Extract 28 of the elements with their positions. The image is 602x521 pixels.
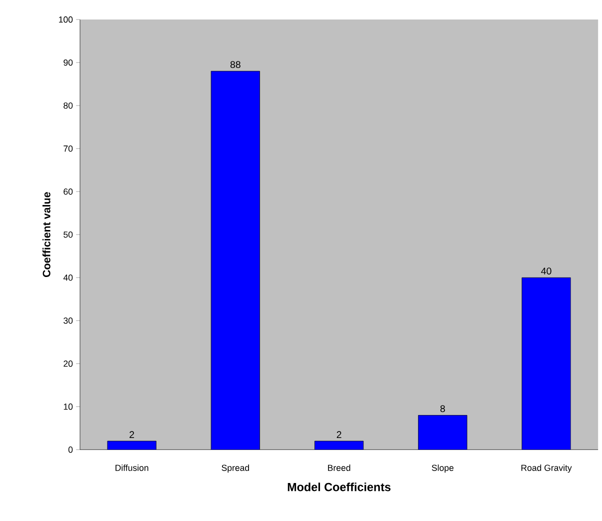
y-tick-label: 10 (64, 404, 73, 410)
x-tick-label: Slope (432, 464, 454, 473)
data-label: 88 (230, 61, 240, 68)
y-tick-label: 70 (64, 145, 73, 152)
y-tick-label: 60 (64, 188, 73, 195)
y-axis-title: Coefficient value (42, 192, 50, 278)
y-tick-label: 0 (68, 446, 73, 453)
x-tick-label: Breed (328, 464, 350, 471)
y-tick-label: 100 (59, 16, 73, 23)
data-label: 8 (440, 405, 445, 412)
bar (522, 277, 571, 450)
x-tick-label: Road Gravity (521, 464, 572, 473)
data-label: 40 (541, 268, 552, 274)
y-tick-label: 20 (64, 360, 73, 367)
bar (211, 71, 260, 450)
x-tick-label: Spread (222, 464, 249, 473)
data-label: 2 (130, 431, 134, 438)
y-tick-label: 50 (64, 231, 73, 238)
y-tick-label: 40 (63, 274, 73, 281)
y-tick-label: 30 (64, 318, 73, 324)
x-tick-label: Diffusion (116, 464, 148, 471)
data-label: 2 (336, 431, 342, 438)
bar (107, 441, 156, 450)
x-axis-title: Model Coefficients (288, 482, 390, 492)
y-tick-label: 80 (64, 102, 73, 109)
bar (314, 441, 364, 450)
bar (418, 415, 468, 450)
y-tick-label: 90 (64, 59, 73, 66)
